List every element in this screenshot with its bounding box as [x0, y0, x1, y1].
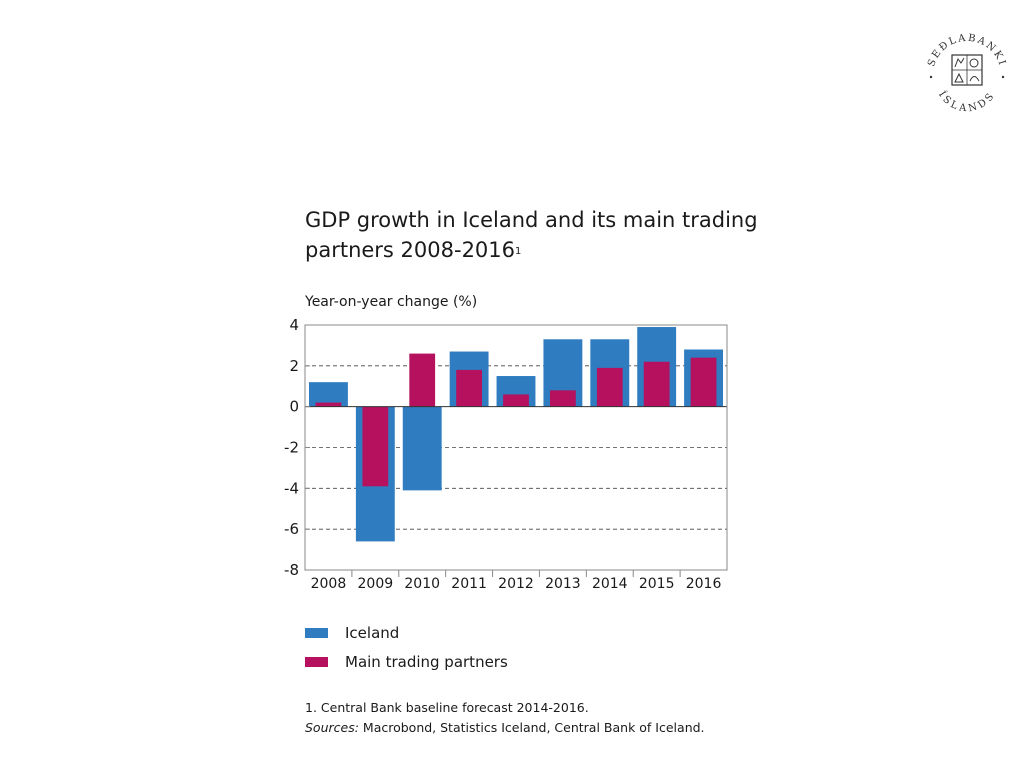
y-tick-label--4: -4 — [284, 479, 299, 497]
x-tick-label-2016: 2016 — [686, 576, 722, 592]
x-tick-label-2010: 2010 — [404, 576, 440, 592]
bar-partners-2012 — [503, 394, 529, 407]
chart-title-text: GDP growth in Iceland and its main tradi… — [305, 208, 758, 262]
central-bank-seal-icon: SEÐLABANKI ÍSLANDS — [926, 33, 1006, 115]
bar-partners-2014 — [596, 367, 623, 407]
legend-label-iceland: Iceland — [345, 623, 400, 642]
bar-partners-2016 — [690, 357, 717, 407]
x-tick-label-2009: 2009 — [358, 576, 394, 592]
y-tick-label--2: -2 — [284, 439, 299, 457]
bar-partners-2009 — [362, 406, 389, 487]
legend-swatch-partners — [305, 656, 328, 667]
bar-iceland-2010 — [402, 406, 442, 491]
legend-swatch-iceland — [305, 627, 328, 638]
bar-iceland-2008 — [309, 382, 348, 407]
bar-partners-2015 — [643, 361, 670, 407]
bar-partners-2013 — [549, 390, 576, 407]
sources-line: Sources: Macrobond, Statistics Iceland, … — [305, 718, 705, 738]
bar-partners-2011 — [456, 369, 483, 407]
x-tick-label-2012: 2012 — [498, 576, 534, 592]
y-tick-label--8: -8 — [284, 561, 299, 579]
svg-text:ÍSLANDS: ÍSLANDS — [936, 89, 998, 114]
x-tick-label-2008: 2008 — [311, 576, 347, 592]
y-tick-label-2: 2 — [289, 357, 299, 375]
x-tick-label-2014: 2014 — [592, 576, 628, 592]
title-footnote-mark: 1 — [515, 246, 522, 257]
chart-title: GDP growth in Iceland and its main tradi… — [305, 205, 765, 265]
y-tick-label--6: -6 — [284, 520, 299, 538]
legend: Iceland Main trading partners — [305, 618, 508, 676]
bar-partners-2010 — [409, 353, 436, 407]
bar-chart: 4 2 0 -2 -4 -6 -8 2008 2009 2010 2011 2012 2013 2014 2… — [284, 316, 728, 592]
y-axis-label: Year-on-year change (%) — [305, 294, 478, 310]
footnote-1: 1. Central Bank baseline forecast 2014-2… — [305, 700, 589, 715]
sources-label: Sources: — [305, 720, 359, 735]
y-tick-label-0: 0 — [289, 398, 299, 416]
x-tick-label-2013: 2013 — [545, 576, 581, 592]
legend-item-iceland: Iceland — [305, 618, 508, 647]
bar-partners-2008 — [315, 402, 342, 407]
footnotes: 1. Central Bank baseline forecast 2014-2… — [305, 698, 705, 738]
legend-item-partners: Main trading partners — [305, 647, 508, 676]
y-tick-label-4: 4 — [289, 316, 299, 334]
sources-text: Macrobond, Statistics Iceland, Central B… — [358, 720, 705, 735]
x-tick-label-2011: 2011 — [451, 576, 487, 592]
legend-label-partners: Main trading partners — [345, 652, 508, 671]
x-tick-label-2015: 2015 — [639, 576, 675, 592]
